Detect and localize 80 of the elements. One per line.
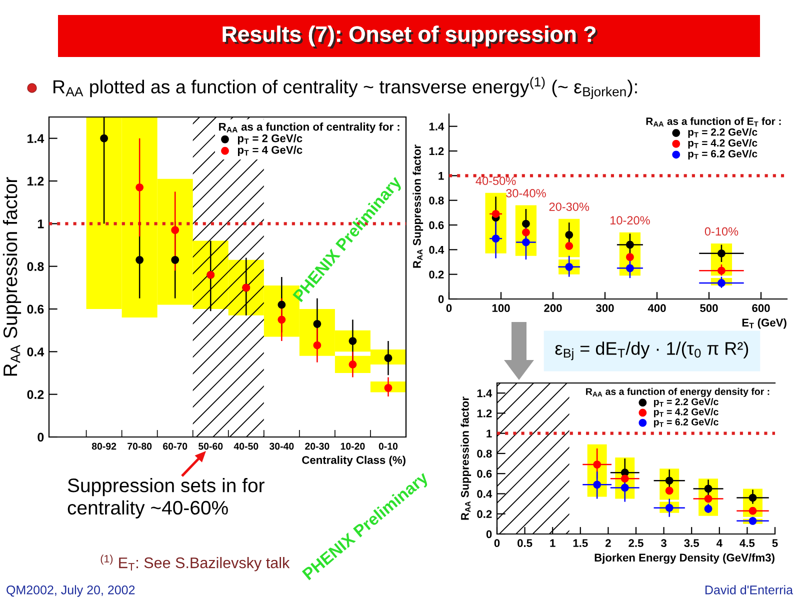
y-tick-label: 0.8 — [27, 262, 44, 271]
x-tick-label: 4.5 — [740, 539, 755, 548]
annotation: 40-50% — [476, 176, 516, 186]
annotation: 30-40% — [506, 189, 546, 198]
annotation: 10-20% — [610, 216, 650, 225]
y-tick-label: 1.4 — [429, 122, 444, 130]
y-tick-label: 0 — [38, 432, 44, 442]
x-tick-label: 200 — [544, 304, 562, 312]
y-tick-label: 0.8 — [429, 196, 444, 204]
x-tick-label: 3.5 — [684, 539, 700, 548]
x-axis-title: Centrality Class (%) — [302, 456, 406, 466]
y-tick-label: 0.2 — [27, 390, 44, 399]
annotation: 0-10% — [704, 227, 738, 236]
legend-label: p$_{T}$ = 4.2 GeV/c — [654, 408, 718, 418]
legend-title: R$_{AA}$ as a function of E$_{T}$ for : — [646, 117, 781, 127]
x-tick-label: 40-50 — [234, 442, 258, 450]
y-tick-label: 0.4 — [429, 246, 444, 254]
text: Suppression sets in for centrality ~40-60% — [68, 478, 264, 518]
x-tick-label: 2.5 — [628, 539, 644, 548]
text: David d'Enterria — [705, 585, 794, 594]
y-tick-label: 0.6 — [477, 470, 492, 478]
x-tick-label: 0-10 — [378, 442, 398, 450]
y-tick-label: 0.2 — [477, 510, 492, 518]
x-tick-label: 0.5 — [518, 539, 532, 548]
legend-label: p$_{T}$ = 6.2 GeV/c — [654, 418, 718, 428]
y-tick-label: 1.2 — [429, 147, 444, 156]
x-tick-label: 5 — [772, 539, 778, 548]
legend-label: p$_{T}$ = 2.2 GeV/c — [688, 128, 758, 138]
y-tick-label: 0.6 — [429, 221, 444, 230]
y-tick-label: 0.8 — [477, 450, 492, 458]
x-tick-label: 60-70 — [163, 442, 188, 450]
x-tick-label: 20-30 — [305, 442, 330, 450]
x-tick-label: 400 — [648, 304, 666, 312]
legend-label: p$_{T}$ = 4.2 GeV/c — [688, 138, 758, 149]
x-tick-label: 600 — [752, 304, 770, 312]
annotation: 20-30% — [549, 202, 590, 211]
y-axis-title: R$_{AA}$ Suppression factor — [2, 177, 22, 376]
y-tick-label: 1.4 — [477, 389, 492, 398]
x-tick-label: 500 — [700, 304, 718, 312]
x-tick-label: 2 — [605, 539, 611, 547]
x-axis-title: E$_{T}$ (GeV) — [742, 318, 786, 329]
y-tick-label: 0.4 — [27, 347, 44, 356]
text: ε$_{Bj}$ = dE$_{T}$/dy · 1/(τ$_{0}$ π R²) — [555, 342, 748, 360]
x-tick-label: 100 — [492, 304, 510, 312]
legend-label: p$_{T}$ = 4 GeV/c — [238, 146, 302, 156]
x-tick-label: 10-20 — [340, 442, 365, 450]
x-tick-label: 3 — [660, 539, 666, 548]
x-tick-label: 0 — [446, 304, 452, 312]
x-tick-label: 80-92 — [92, 442, 116, 450]
x-axis-title: Bjorken Energy Density (GeV/fm3) — [594, 553, 774, 564]
chart-title: Results (7): Onset of suppression ? — [222, 26, 598, 48]
x-tick-label: 300 — [596, 304, 614, 312]
x-tick-label: 50-60 — [198, 442, 223, 450]
legend-label: p$_{T}$ = 6.2 GeV/c — [688, 150, 758, 160]
y-tick-label: 1.2 — [477, 409, 492, 418]
text: $^{(1)}$ E$_{T}$: See S.Bazilevsky talk — [100, 554, 290, 572]
x-tick-label: 0 — [494, 539, 500, 548]
y-tick-label: 1.2 — [28, 176, 44, 186]
x-tick-label: 1.5 — [573, 539, 588, 548]
x-tick-label: 1 — [550, 539, 556, 547]
y-tick-label: 1.4 — [28, 134, 44, 143]
y-axis-title: R$_{AA}$ Suppression factor — [412, 144, 424, 268]
legend-label: p$_{T}$ = 2 GeV/c — [238, 134, 302, 144]
x-tick-label: 70-80 — [128, 442, 152, 450]
y-axis-title: R$_{AA}$ Suppression factor — [460, 396, 472, 520]
x-tick-label: 30-40 — [269, 442, 294, 450]
y-tick-label: 0.2 — [429, 270, 444, 278]
text: R$_{AA}$ plotted as a function of centrality ~ transverse energy$^{(1)}$ (~ ε$_{Bjorken}$): — [54, 76, 637, 99]
legend-title: R$_{AA}$ as a function of energy density for : — [586, 388, 770, 397]
legend-title: R$_{AA}$ as a function of centrality for : — [219, 122, 400, 133]
y-tick-label: 0.4 — [477, 490, 492, 498]
y-tick-label: 1 — [38, 220, 44, 228]
legend-label: p$_{T}$ = 2.2 GeV/c — [654, 398, 718, 408]
y-tick-label: 0 — [438, 295, 444, 304]
y-tick-label: 1 — [486, 430, 492, 438]
y-tick-label: 0 — [486, 530, 492, 538]
text: QM2002, July 20, 2002 — [6, 585, 135, 597]
y-tick-label: 1 — [438, 172, 444, 180]
y-tick-label: 0.6 — [27, 304, 44, 314]
x-tick-label: 4 — [716, 539, 722, 547]
